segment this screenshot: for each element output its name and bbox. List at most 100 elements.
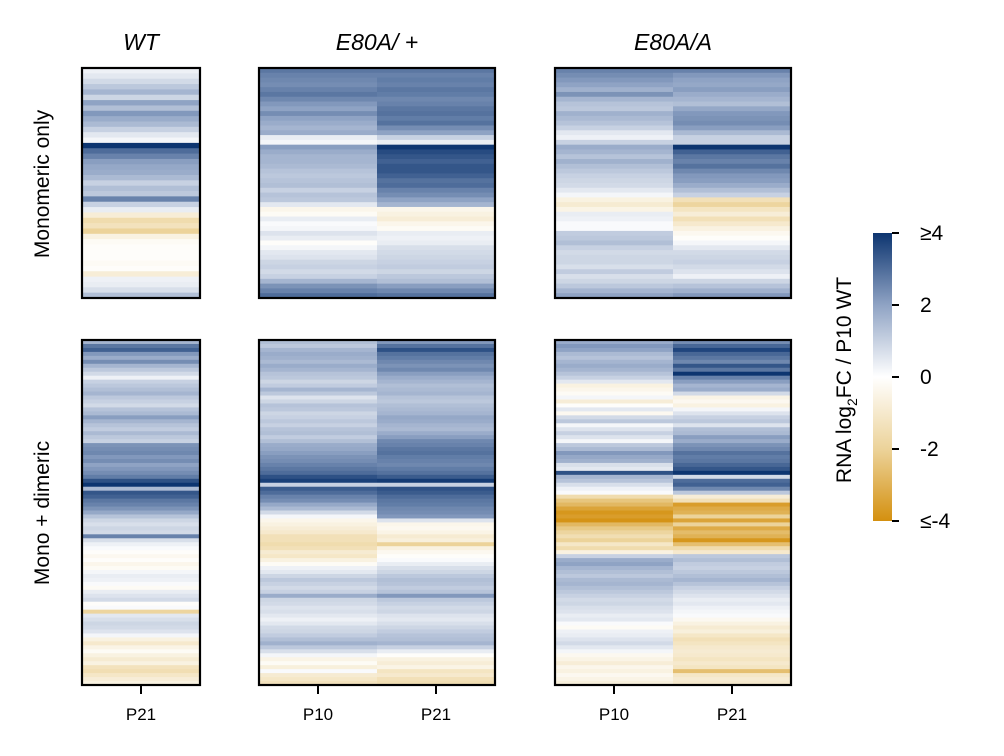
heatmap-cell [673, 245, 792, 251]
heatmap-cell [673, 542, 792, 547]
heatmap-cell [555, 269, 674, 275]
heatmap-cell [259, 187, 378, 194]
heatmap-cell [377, 278, 496, 285]
heatmap-cell [377, 202, 496, 208]
heatmap-cell [259, 538, 378, 543]
heatmap-cell [377, 411, 496, 416]
heatmap-cell [555, 645, 674, 650]
heatmap-cell [673, 506, 792, 512]
heatmap-cell [377, 657, 496, 662]
heatmap-cell [259, 379, 378, 385]
heatmap-cell [555, 254, 674, 261]
heatmap-cell [82, 498, 201, 504]
heatmap-cell [673, 530, 792, 535]
heatmap-cell [377, 435, 496, 440]
heatmap-cell [377, 173, 496, 179]
heatmap-cell [673, 283, 792, 290]
heatmap-cell [259, 458, 378, 464]
heatmap-cell [377, 371, 496, 377]
heatmap-cell [377, 534, 496, 539]
heatmap-cell [673, 135, 792, 141]
heatmap-cell [82, 466, 201, 472]
heatmap-cell [555, 240, 674, 246]
heatmap-cell [377, 439, 496, 444]
heatmap-cell [377, 585, 496, 591]
x-tick-label: P10 [303, 705, 333, 724]
heatmap-cell [377, 383, 496, 389]
heatmap-cell [673, 625, 792, 631]
heatmap-cell [555, 399, 674, 405]
heatmap-cell [555, 278, 674, 285]
heatmap-cell [82, 542, 201, 547]
heatmap-cell [259, 96, 378, 103]
heatmap-cell [555, 466, 674, 472]
heatmap-cell [259, 367, 378, 373]
colorbar-tick-label: ≥4 [920, 222, 944, 245]
panel-mono-e80a-a [553, 66, 793, 300]
heatmap-cell [82, 217, 201, 224]
heatmap-cell [555, 566, 674, 571]
heatmap-cell [259, 526, 378, 531]
heatmap-cell [259, 111, 378, 117]
colorbar-gradient [873, 233, 892, 521]
heatmap-cell [259, 621, 378, 627]
heatmap-cell [82, 142, 201, 149]
heatmap-cell [555, 439, 674, 444]
heatmap-cell [377, 403, 496, 409]
heatmap-cell [377, 163, 496, 170]
heatmap-cell [673, 605, 792, 611]
heatmap-cell [259, 518, 378, 524]
heatmap-cell [259, 486, 378, 492]
heatmap-cell [673, 91, 792, 98]
heatmap-cell [259, 645, 378, 650]
heatmap-cell [82, 158, 201, 165]
heatmap-cell [377, 470, 496, 476]
heatmap-cell [555, 168, 674, 175]
colorbar-tick-label: 2 [920, 294, 932, 317]
heatmap-cell [377, 288, 496, 294]
heatmap-cell [673, 206, 792, 213]
panel-frame [553, 338, 793, 687]
heatmap-cell [673, 633, 792, 639]
heatmap-cell [82, 669, 201, 674]
heatmap-cell [673, 577, 792, 583]
heatmap-cell [555, 589, 674, 595]
heatmap-cell [673, 593, 792, 599]
heatmap-cell [555, 347, 674, 353]
heatmap-cell [82, 570, 201, 575]
heatmap-cell [259, 435, 378, 440]
heatmap-cell [259, 264, 378, 270]
heatmap-cell [377, 629, 496, 635]
heatmap-cell [673, 144, 792, 151]
heatmap-cell [673, 585, 792, 591]
heatmap-cell [673, 597, 792, 603]
heatmap-cell [259, 514, 378, 520]
heatmap-cell [259, 363, 378, 369]
heatmap-cell [259, 351, 378, 357]
heatmap-cell [377, 447, 496, 452]
panel-dimer-e80a-a [553, 338, 793, 687]
heatmap-cell [82, 458, 201, 464]
heatmap-cell [673, 379, 792, 385]
heatmap-cell [555, 355, 674, 361]
heatmap-cell [555, 383, 674, 389]
heatmap-cell [259, 278, 378, 285]
heatmap-cell [555, 230, 674, 237]
heatmap-cell [673, 423, 792, 428]
heatmap-cell [82, 633, 201, 639]
heatmap-cell [673, 106, 792, 112]
heatmap-cell [673, 443, 792, 448]
heatmap-cell [673, 139, 792, 146]
heatmap-cell [377, 645, 496, 650]
heatmap-cell [377, 423, 496, 428]
x-axis-e80a-a: P10 P21 [599, 686, 747, 724]
heatmap-cell [673, 601, 792, 607]
heatmap-cell [259, 269, 378, 275]
heatmap-cell [259, 613, 378, 619]
heatmap-cell [555, 159, 674, 165]
heatmap-cell [259, 419, 378, 424]
heatmap-cell [377, 427, 496, 432]
heatmap-cell [673, 278, 792, 285]
heatmap-cell [82, 292, 201, 299]
heatmap-cell [259, 411, 378, 416]
